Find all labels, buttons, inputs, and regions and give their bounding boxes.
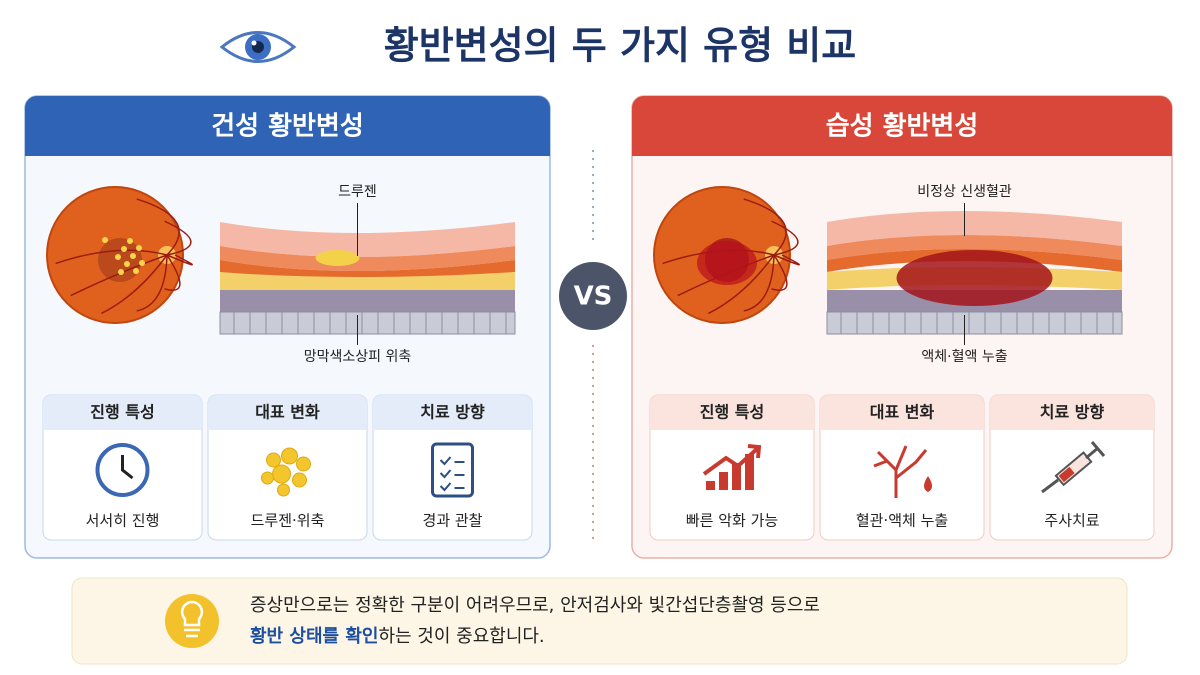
card-header <box>373 395 532 430</box>
vessel <box>136 198 180 256</box>
retina-layer <box>220 272 515 295</box>
note-rest: 하는 것이 중요합니다. <box>378 626 544 647</box>
card-caption: 주사치료 <box>1044 512 1099 530</box>
drusen-icon <box>261 471 274 485</box>
panel-title: 습성 황반변성 <box>826 112 979 142</box>
arrow-icon <box>702 444 762 476</box>
note-highlight: 황반 상태를 확인 <box>250 626 378 647</box>
card-heading: 치료 방향 <box>420 403 485 422</box>
vessel <box>773 254 800 266</box>
card-header <box>650 395 814 430</box>
eye-icon <box>219 31 297 63</box>
clock-hands <box>121 455 134 480</box>
drusen-icon <box>281 447 298 465</box>
vessel <box>164 220 192 256</box>
drusen-icon <box>296 456 311 472</box>
drop-icon <box>924 476 932 492</box>
top-label: 비정상 신생혈관 <box>917 184 1012 200</box>
card-header <box>990 395 1154 430</box>
card-heading: 대표 변화 <box>870 403 935 422</box>
card-heading: 진행 특성 <box>90 403 154 422</box>
fluid <box>896 250 1053 306</box>
drusen-icon <box>292 472 307 488</box>
retina-layer <box>827 211 1122 246</box>
drusen-dot <box>115 254 121 260</box>
bar-icon <box>745 454 754 490</box>
bottom-label: 망막색소상피 위축 <box>304 349 412 365</box>
bottom-label: 액체·혈액 누출 <box>921 349 1007 365</box>
bar-icon <box>706 481 715 490</box>
syringe-fluid <box>1058 466 1075 483</box>
card-header <box>208 395 367 430</box>
vessel <box>771 220 799 256</box>
syringe-parts <box>1041 441 1106 494</box>
hemorrhage <box>697 241 757 285</box>
card-caption: 혈관·액체 누출 <box>856 512 948 530</box>
drusen-icon <box>272 464 291 484</box>
card-heading: 진행 특성 <box>700 403 764 422</box>
note-line2: 황반 상태를 확인하는 것이 중요합니다. <box>250 626 545 647</box>
top-label: 드루젠 <box>338 184 377 200</box>
bar-icon <box>719 472 728 490</box>
drusen-dot <box>130 253 136 259</box>
vessel <box>136 254 168 312</box>
vessel <box>55 249 168 265</box>
vessel <box>743 198 787 256</box>
vessel <box>708 254 775 315</box>
drusen-dot <box>133 268 139 274</box>
check-line <box>439 482 465 492</box>
drusen-dot <box>102 237 108 243</box>
card-caption: 서서히 진행 <box>86 512 160 530</box>
check-line <box>439 469 465 479</box>
macula <box>98 238 142 282</box>
drusen-dot <box>121 246 127 252</box>
card-caption: 빠른 악화 가능 <box>686 512 779 530</box>
retina-layer <box>220 246 515 271</box>
card-caption: 드루젠·위축 <box>251 512 325 530</box>
bar-icon <box>732 463 741 490</box>
drusen-icon <box>277 483 290 497</box>
drusen-icon <box>266 452 281 468</box>
vessel-icon <box>873 445 928 498</box>
retina-layer <box>220 222 515 257</box>
panel-header <box>25 96 550 156</box>
clipboard-icon <box>431 442 474 498</box>
drusen-dot <box>139 260 145 266</box>
drusen-dot <box>127 238 133 244</box>
retina-layer <box>827 235 1122 260</box>
title: 황반변성의 두 가지 유형 비교 <box>384 24 856 68</box>
drusen <box>315 250 360 266</box>
panel-title: 건성 황반변성 <box>211 112 364 142</box>
drusen-dot <box>118 269 124 275</box>
vs-label: VS <box>574 282 613 312</box>
vessel <box>101 254 168 315</box>
panel-header <box>632 96 1172 156</box>
choroid <box>219 311 516 335</box>
card-header <box>820 395 984 430</box>
retina-layer <box>220 290 515 312</box>
vessel <box>771 254 788 291</box>
vs-badge <box>559 262 627 330</box>
card-caption: 경과 관찰 <box>423 512 483 530</box>
vessel <box>164 254 181 291</box>
drusen-dot <box>136 245 142 251</box>
note-box <box>71 577 1128 665</box>
choroid <box>826 311 1123 335</box>
vessel <box>166 254 193 266</box>
card-heading: 대표 변화 <box>255 403 320 422</box>
vessel <box>743 254 775 312</box>
note-line1: 증상만으로는 정확한 구분이 어려우므로, 안저검사와 빛간섭단층촬영 등으로 <box>250 595 820 616</box>
drusen-dot <box>124 261 130 267</box>
card-heading: 치료 방향 <box>1040 403 1105 422</box>
check-line <box>439 456 465 466</box>
card-header <box>43 395 202 430</box>
